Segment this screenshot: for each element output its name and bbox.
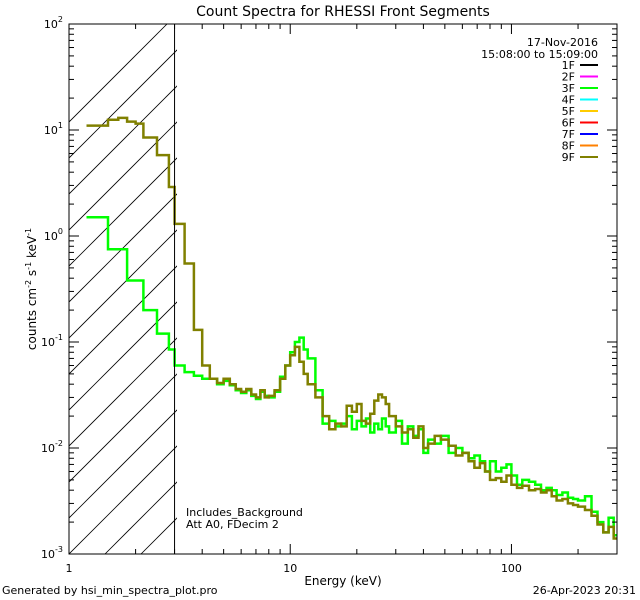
legend-label: 4F: [562, 94, 575, 107]
date-label: 17-Nov-2016: [527, 36, 598, 49]
hatch-line: [69, 157, 177, 267]
hatch-line: [69, 337, 177, 447]
footer-timestamp: 26-Apr-2023 20:31: [532, 584, 636, 597]
legend-label: 5F: [562, 105, 575, 118]
y-tick-label: 10-3: [41, 545, 63, 561]
hatch-line: [213, 0, 640, 554]
y-tick-label: 10-1: [41, 333, 63, 349]
hatch-line: [69, 49, 177, 159]
y-tick-label: 100: [44, 227, 63, 243]
y-axis-label: counts cm-2 s-1 keV-1: [24, 228, 39, 350]
hatch-line: [321, 0, 640, 554]
hatch-line: [429, 0, 640, 554]
legend-label: 3F: [562, 82, 575, 95]
series-3F: [86, 216, 617, 537]
annotation-attenuator: Att A0, FDecim 2: [186, 518, 279, 531]
hatch-line: [104, 481, 177, 554]
footer-generated-by: Generated by hsi_min_spectra_plot.pro: [2, 584, 218, 597]
x-axis-label: Energy (keV): [304, 574, 381, 588]
x-tick-label: 10: [283, 562, 297, 575]
plot-frame: [68, 23, 618, 555]
legend-label: 9F: [562, 151, 575, 164]
hatch-line: [69, 229, 177, 339]
hatch-line: [69, 193, 177, 303]
hatch-line: [69, 265, 177, 375]
hatch-line: [69, 85, 177, 195]
hatch-line: [609, 0, 640, 554]
hatch-line: [69, 301, 177, 411]
chart-title: Count Spectra for RHESSI Front Segments: [196, 4, 490, 20]
hatch-line: [69, 24, 168, 123]
x-tick-label: 1: [66, 562, 73, 575]
hatch-line: [573, 0, 640, 554]
x-tick-label: 100: [501, 562, 522, 575]
y-tick-label: 101: [44, 121, 63, 137]
hatch-line: [393, 0, 640, 554]
hatch-line: [537, 0, 640, 554]
hatched-region: [69, 0, 640, 554]
hatch-line: [69, 373, 177, 483]
hatch-line: [69, 445, 177, 554]
legend-label: 6F: [562, 117, 575, 130]
annotation-background: Includes_Background: [186, 506, 303, 519]
hatch-line: [69, 409, 177, 519]
legend-label: 8F: [562, 140, 575, 153]
legend-label: 2F: [562, 71, 575, 84]
series-9F: [86, 116, 617, 540]
y-tick-label: 10-2: [41, 439, 63, 455]
hatch-line: [249, 0, 640, 554]
y-tick-label: 102: [44, 15, 63, 31]
legend-label: 1F: [562, 59, 575, 72]
time-range-label: 15:08:00 to 15:09:00: [481, 48, 598, 61]
legend-label: 7F: [562, 128, 575, 141]
hatch-line: [285, 0, 640, 554]
